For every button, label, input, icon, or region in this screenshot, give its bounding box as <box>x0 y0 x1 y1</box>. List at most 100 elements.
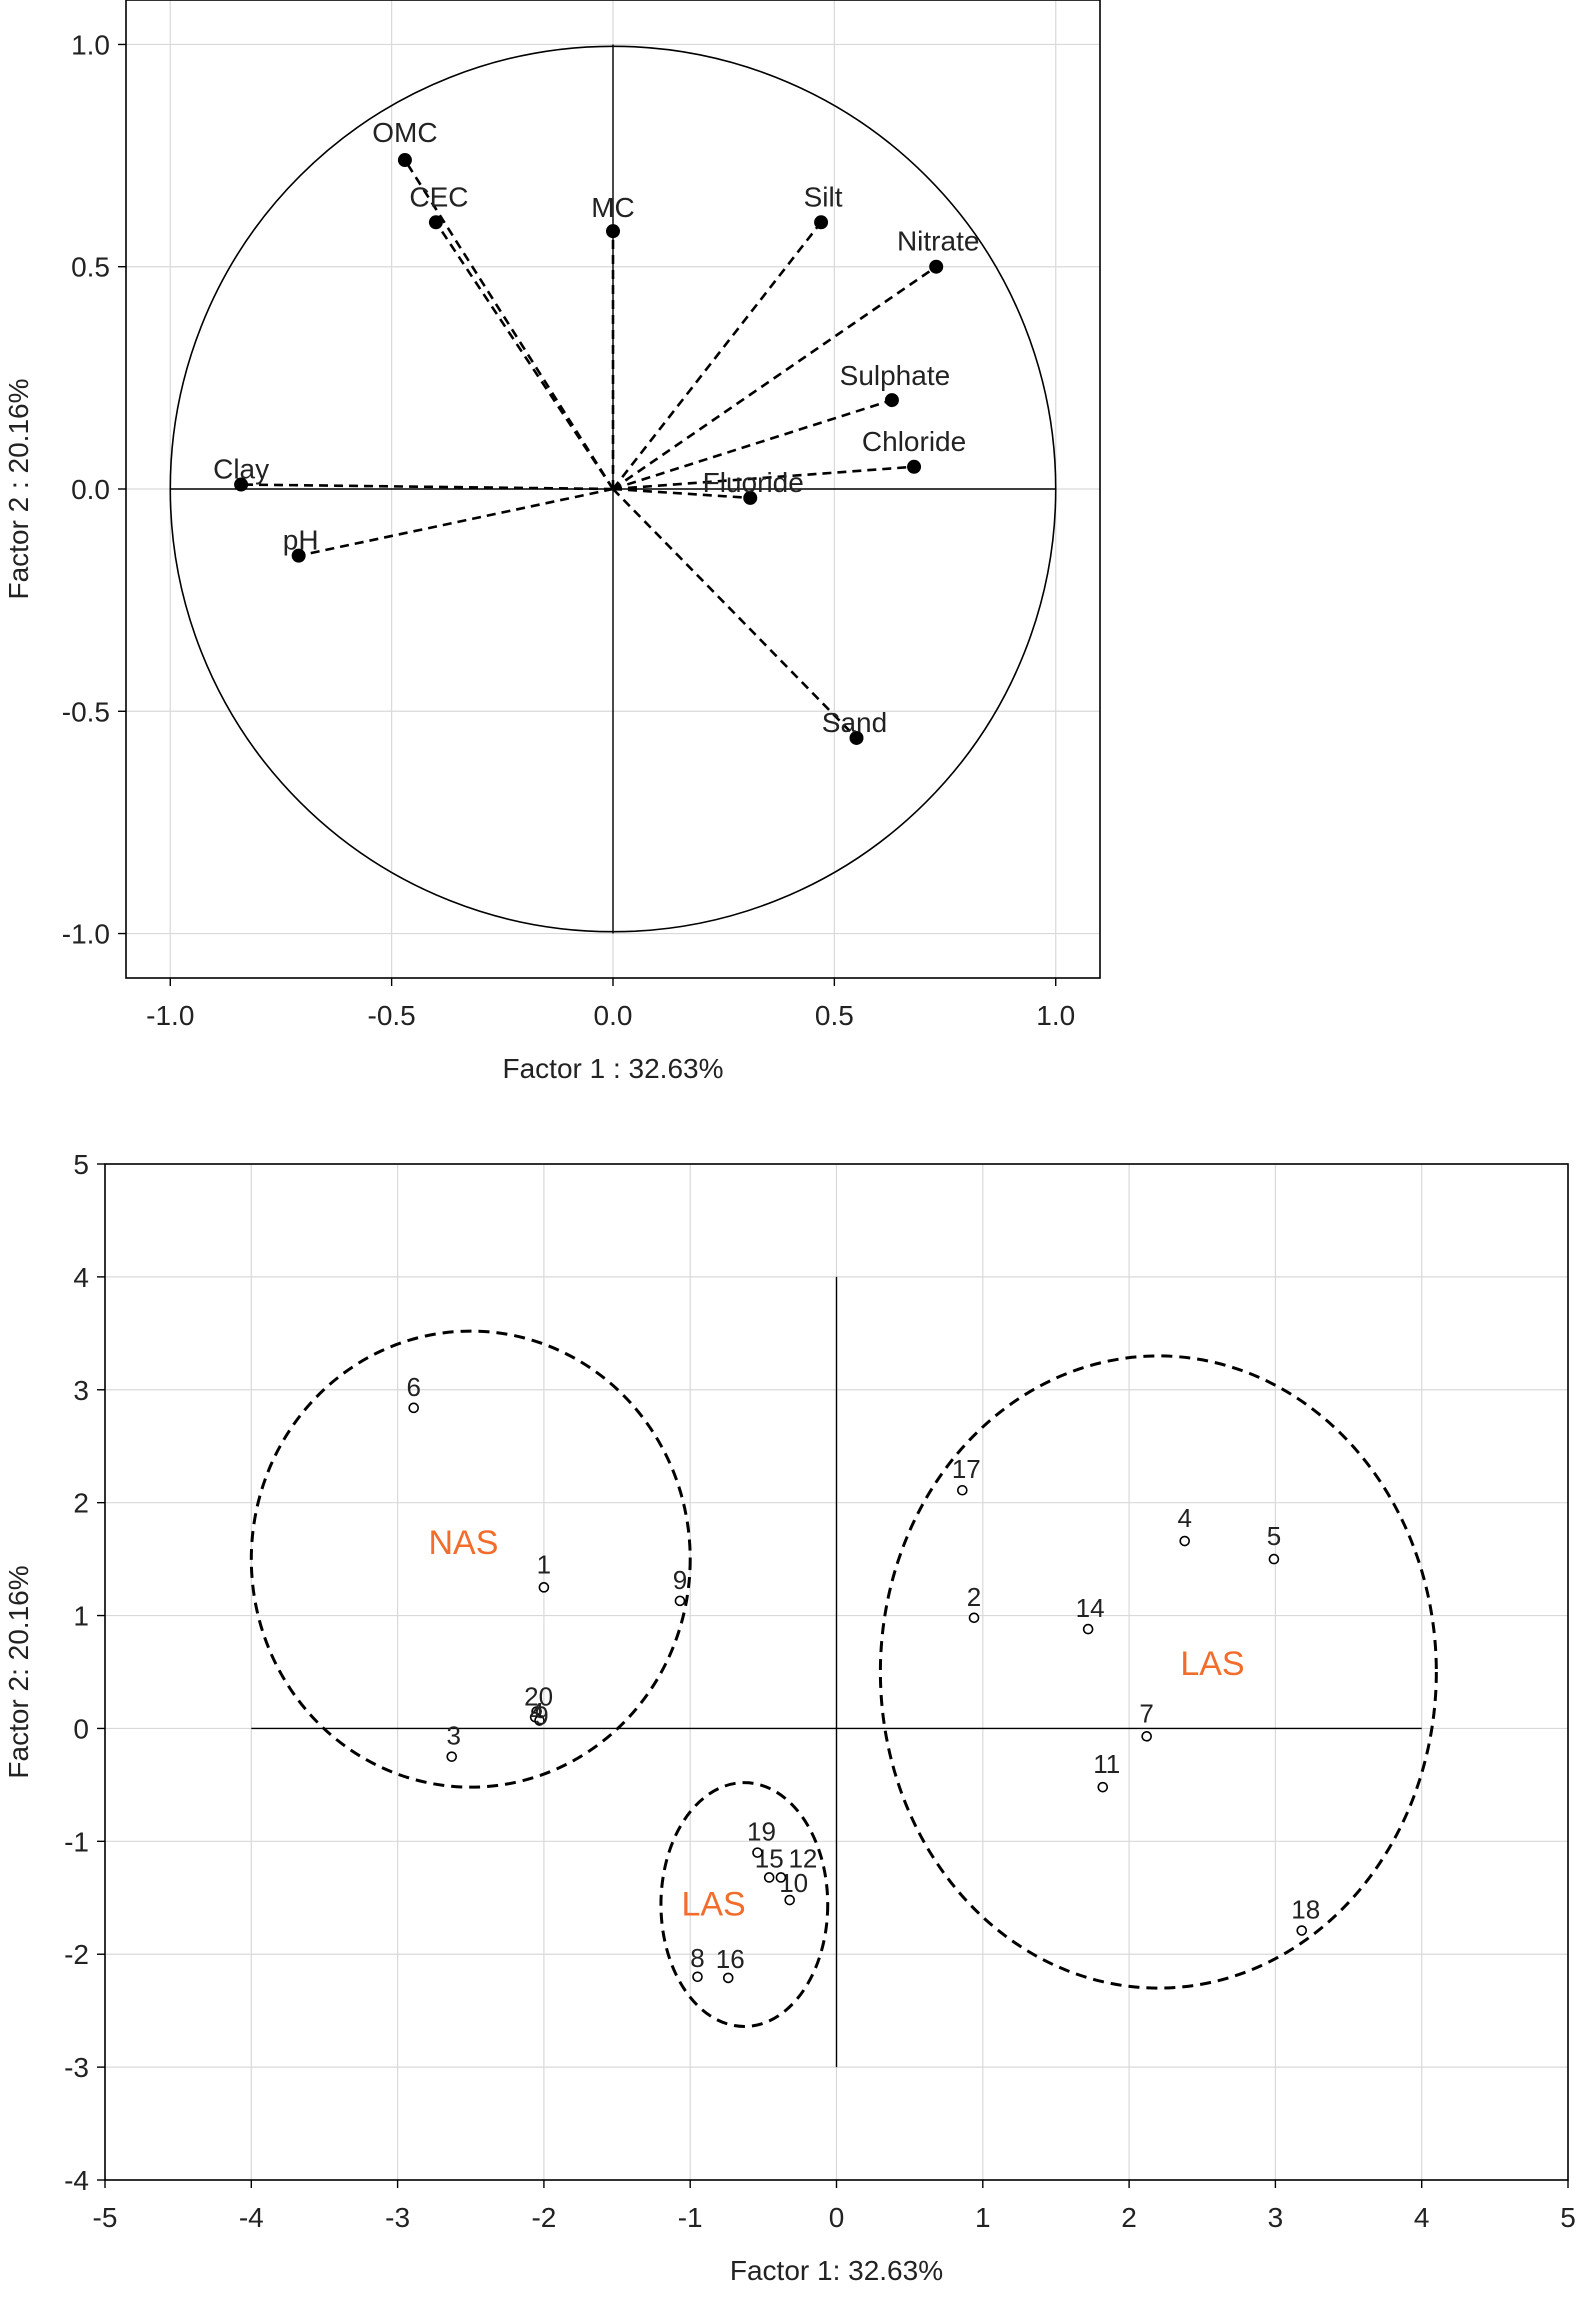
score-point-label: 8 <box>690 1943 704 1973</box>
loading-plot: OMC CEC MC Silt Nitrate Sulphate Chloride Fluor… <box>3 0 1101 1084</box>
score-point-label: 19 <box>747 1817 776 1847</box>
loading-label-silt: Silt <box>804 181 843 212</box>
y-tick-label: -3 <box>64 2052 89 2083</box>
loading-vector-clay <box>241 483 614 491</box>
y-tick-labels: 1.0 0.5 0.0 -0.5 -1.0 <box>62 29 126 950</box>
loading-vector-fluoride <box>612 487 751 500</box>
x-tick-label: -0.5 <box>368 1000 416 1031</box>
score-point-label: 4 <box>1177 1503 1191 1533</box>
y-tick-label: 3 <box>73 1375 89 1406</box>
score-point <box>763 1872 775 1883</box>
score-point <box>674 1595 686 1607</box>
score-point-label: 11 <box>1093 1749 1120 1779</box>
score-point-label: 10 <box>779 1868 808 1898</box>
score-point-label: 6 <box>406 1372 420 1402</box>
loading-label-chloride: Chloride <box>862 426 966 457</box>
x-tick-label: 1.0 <box>1036 1000 1075 1031</box>
score-point-label: 18 <box>1291 1895 1320 1925</box>
y-axis-label: Factor 2: 20.16% <box>3 1565 34 1778</box>
x-tick-label: 5 <box>1560 2202 1576 2233</box>
y-tick-label: 4 <box>73 1262 89 1293</box>
loading-point-sulphate <box>884 393 899 408</box>
loading-label-mc: MC <box>591 192 635 223</box>
x-tick-label: -1.0 <box>146 1000 194 1031</box>
score-point <box>692 1971 703 1983</box>
loading-label-nitrate: Nitrate <box>897 226 979 257</box>
loading-point-fluoride <box>743 490 758 505</box>
loading-point-sand <box>849 730 864 745</box>
y-tick-label: -4 <box>64 2165 89 2196</box>
x-tick-label: -2 <box>531 2202 556 2233</box>
group-ellipse-nas <box>249 1329 692 1789</box>
score-point-label: 17 <box>952 1454 981 1484</box>
score-point <box>775 1872 787 1883</box>
group-ellipse-las <box>659 1781 830 2028</box>
x-tick-label: 4 <box>1414 2202 1430 2233</box>
loading-point-omc <box>397 153 412 168</box>
score-point <box>784 1894 795 1906</box>
loading-vector-sulphate <box>612 398 893 491</box>
score-point <box>534 1715 545 1726</box>
score-point <box>968 1612 980 1624</box>
x-tick-label: -3 <box>385 2202 410 2233</box>
score-point <box>1141 1731 1152 1742</box>
x-tick-label: 2 <box>1121 2202 1137 2233</box>
loading-vector-omc <box>403 159 615 490</box>
y-tick-label: 2 <box>73 1488 89 1519</box>
loading-label-cec: CEC <box>409 181 468 212</box>
score-point-label: 9 <box>673 1565 687 1595</box>
y-tick-label: 1.0 <box>71 29 110 60</box>
loading-vector-chloride <box>612 465 915 491</box>
score-point-label: 7 <box>1139 1698 1153 1728</box>
y-tick-label: -1 <box>64 1826 89 1857</box>
loading-label-sulphate: Sulphate <box>840 360 951 391</box>
x-tick-label: 0.0 <box>594 1000 633 1031</box>
x-tick-labels: -5 -4 -3 -2 -1 0 1 2 3 4 5 <box>93 2180 1576 2233</box>
loading-label-omc: OMC <box>372 117 437 148</box>
score-point-label: 16 <box>716 1944 745 1974</box>
y-tick-label: 0.0 <box>71 474 110 505</box>
y-tick-label: 1 <box>73 1601 89 1632</box>
loading-point-nitrate <box>929 259 944 274</box>
score-point <box>722 1972 734 1984</box>
loading-point-chloride <box>907 459 922 474</box>
score-point <box>1296 1925 1308 1936</box>
score-point <box>1082 1623 1094 1635</box>
x-axis-label: Factor 1 : 32.63% <box>502 1053 723 1084</box>
score-point-label: 5 <box>1267 1521 1281 1551</box>
y-tick-label: -0.5 <box>62 696 110 727</box>
loading-point-mc <box>606 224 620 239</box>
score-point-label: 14 <box>1076 1593 1105 1623</box>
x-tick-label: 3 <box>1268 2202 1284 2233</box>
group-label-las: LAS <box>1180 1645 1244 1683</box>
score-point-label: 20 <box>524 1682 553 1712</box>
x-tick-label: -1 <box>678 2202 703 2233</box>
score-point-label: 3 <box>446 1721 460 1751</box>
group-label-las: LAS <box>681 1885 745 1923</box>
score-point <box>408 1402 419 1414</box>
y-tick-label: -1.0 <box>62 919 110 950</box>
y-tick-label: 0 <box>73 1713 89 1744</box>
score-point <box>1097 1781 1109 1793</box>
group-ellipse-las <box>878 1354 1438 1990</box>
loading-label-sand: Sand <box>822 707 887 738</box>
score-point <box>1268 1553 1280 1565</box>
loading-vector-ph <box>298 487 614 557</box>
y-tick-label: -2 <box>64 1939 89 1970</box>
score-point-label: 9 <box>534 1701 548 1731</box>
loading-vector-silt <box>611 221 823 490</box>
loading-vector-sand <box>612 488 858 739</box>
y-tick-labels: 5 4 3 2 1 0 -1 -2 -3 -4 <box>64 1149 105 2196</box>
score-point <box>957 1484 968 1496</box>
score-point-label: 2 <box>967 1582 981 1612</box>
x-tick-label: 0.5 <box>815 1000 854 1031</box>
x-tick-label: -5 <box>93 2202 118 2233</box>
loading-label-clay: Clay <box>213 454 269 485</box>
x-tick-labels: -1.0 -0.5 0.0 0.5 1.0 <box>146 978 1075 1031</box>
score-point <box>538 1582 550 1593</box>
x-axis-label: Factor 1: 32.63% <box>730 2255 943 2286</box>
x-tick-label: 0 <box>829 2202 845 2233</box>
